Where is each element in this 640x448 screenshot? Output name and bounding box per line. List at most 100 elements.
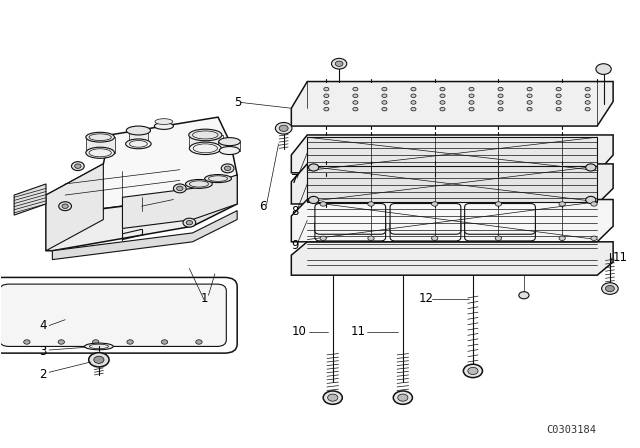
Circle shape bbox=[93, 340, 99, 344]
FancyBboxPatch shape bbox=[0, 284, 227, 346]
Circle shape bbox=[411, 94, 416, 98]
Polygon shape bbox=[46, 117, 237, 215]
Circle shape bbox=[382, 87, 387, 91]
Circle shape bbox=[527, 87, 532, 91]
Ellipse shape bbox=[205, 175, 232, 183]
Circle shape bbox=[586, 196, 596, 203]
Ellipse shape bbox=[154, 123, 173, 129]
Circle shape bbox=[324, 108, 329, 111]
Circle shape bbox=[62, 204, 68, 208]
Polygon shape bbox=[218, 142, 241, 151]
FancyBboxPatch shape bbox=[465, 203, 536, 234]
Ellipse shape bbox=[126, 126, 150, 135]
Text: 4: 4 bbox=[40, 319, 47, 332]
Circle shape bbox=[225, 166, 231, 171]
Circle shape bbox=[72, 162, 84, 171]
Circle shape bbox=[440, 87, 445, 91]
Text: 10: 10 bbox=[291, 325, 306, 338]
Circle shape bbox=[527, 108, 532, 111]
Circle shape bbox=[320, 202, 326, 206]
Circle shape bbox=[382, 101, 387, 104]
Text: 5: 5 bbox=[234, 96, 241, 109]
Text: 9: 9 bbox=[291, 239, 299, 252]
Circle shape bbox=[59, 202, 72, 211]
Text: 12: 12 bbox=[419, 292, 434, 305]
Circle shape bbox=[440, 108, 445, 111]
Circle shape bbox=[308, 164, 319, 171]
Circle shape bbox=[440, 94, 445, 98]
Circle shape bbox=[196, 340, 202, 344]
Circle shape bbox=[495, 202, 502, 206]
Polygon shape bbox=[291, 242, 613, 275]
Circle shape bbox=[440, 101, 445, 104]
Circle shape bbox=[585, 108, 590, 111]
Circle shape bbox=[368, 202, 374, 206]
Circle shape bbox=[332, 58, 347, 69]
Circle shape bbox=[585, 101, 590, 104]
Circle shape bbox=[324, 94, 329, 98]
Circle shape bbox=[324, 87, 329, 91]
Circle shape bbox=[221, 164, 234, 173]
Circle shape bbox=[397, 394, 408, 401]
Circle shape bbox=[527, 94, 532, 98]
Circle shape bbox=[353, 87, 358, 91]
Circle shape bbox=[320, 236, 326, 241]
Circle shape bbox=[24, 340, 30, 344]
Circle shape bbox=[75, 164, 81, 168]
Text: 6: 6 bbox=[259, 200, 267, 213]
Circle shape bbox=[183, 218, 196, 227]
Circle shape bbox=[94, 356, 104, 363]
Circle shape bbox=[591, 236, 597, 241]
Text: 7: 7 bbox=[291, 173, 299, 186]
Circle shape bbox=[596, 64, 611, 74]
Circle shape bbox=[382, 108, 387, 111]
Circle shape bbox=[498, 108, 503, 111]
Polygon shape bbox=[193, 175, 237, 226]
FancyBboxPatch shape bbox=[390, 203, 461, 234]
FancyBboxPatch shape bbox=[390, 220, 461, 241]
FancyBboxPatch shape bbox=[465, 220, 536, 241]
Circle shape bbox=[353, 101, 358, 104]
Ellipse shape bbox=[189, 142, 221, 155]
Circle shape bbox=[323, 391, 342, 404]
Circle shape bbox=[353, 108, 358, 111]
Text: C0303184: C0303184 bbox=[547, 425, 596, 435]
Circle shape bbox=[556, 94, 561, 98]
Circle shape bbox=[127, 340, 133, 344]
Circle shape bbox=[411, 87, 416, 91]
Polygon shape bbox=[14, 184, 46, 215]
Text: 2: 2 bbox=[40, 368, 47, 381]
Polygon shape bbox=[307, 166, 597, 202]
Circle shape bbox=[559, 202, 565, 206]
Circle shape bbox=[556, 87, 561, 91]
Polygon shape bbox=[122, 175, 237, 228]
Polygon shape bbox=[189, 135, 223, 148]
Polygon shape bbox=[86, 137, 115, 153]
Circle shape bbox=[411, 101, 416, 104]
Polygon shape bbox=[291, 82, 613, 126]
Circle shape bbox=[394, 391, 412, 404]
Ellipse shape bbox=[84, 343, 113, 350]
Circle shape bbox=[469, 108, 474, 111]
Circle shape bbox=[498, 101, 503, 104]
Ellipse shape bbox=[86, 147, 115, 158]
Polygon shape bbox=[129, 130, 148, 144]
Circle shape bbox=[498, 87, 503, 91]
Circle shape bbox=[324, 101, 329, 104]
Circle shape bbox=[495, 236, 502, 241]
Circle shape bbox=[186, 220, 193, 225]
Text: 11: 11 bbox=[351, 325, 365, 338]
Circle shape bbox=[585, 87, 590, 91]
Circle shape bbox=[498, 94, 503, 98]
Text: 3: 3 bbox=[40, 345, 47, 358]
Circle shape bbox=[275, 122, 292, 134]
Circle shape bbox=[586, 164, 596, 171]
Circle shape bbox=[463, 364, 483, 378]
Polygon shape bbox=[291, 135, 613, 173]
Circle shape bbox=[177, 186, 183, 190]
Circle shape bbox=[335, 61, 343, 66]
Circle shape bbox=[308, 196, 319, 203]
Ellipse shape bbox=[155, 119, 173, 125]
Polygon shape bbox=[307, 137, 597, 171]
Ellipse shape bbox=[125, 139, 151, 149]
